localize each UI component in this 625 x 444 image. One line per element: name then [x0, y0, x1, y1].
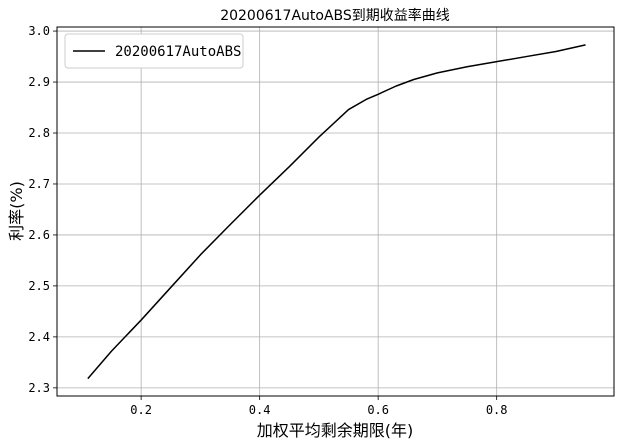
- y-axis-ticks: 2.3 2.4 2.5 2.6 2.7 2.8 2.9 3.0: [28, 24, 57, 395]
- y-tick-label: 2.5: [28, 279, 50, 293]
- y-tick-label: 2.4: [28, 330, 50, 344]
- legend-box: [64, 33, 244, 69]
- y-tick-label: 3.0: [28, 24, 50, 38]
- x-axis-ticks: 0.2 0.4 0.6 0.8: [130, 396, 508, 417]
- legend-label: 20200617AutoABS: [115, 44, 241, 60]
- y-tick-label: 2.8: [28, 126, 50, 140]
- y-axis-label: 利率(%): [7, 181, 26, 241]
- y-tick-label: 2.7: [28, 177, 50, 191]
- grid-lines: [57, 27, 614, 396]
- series-layer: [87, 44, 586, 380]
- x-tick-label: 0.8: [486, 403, 508, 417]
- x-tick-label: 0.6: [367, 403, 389, 417]
- x-axis-label: 加权平均剩余期限(年): [257, 421, 414, 440]
- chart-title: 20200617AutoABS到期收益率曲线: [220, 7, 450, 24]
- y-tick-label: 2.6: [28, 228, 50, 242]
- y-tick-label: 2.9: [28, 75, 50, 89]
- legend: 20200617AutoABS: [64, 33, 244, 69]
- y-tick-label: 2.3: [28, 381, 50, 395]
- series-line: [87, 44, 586, 380]
- x-tick-label: 0.2: [130, 403, 152, 417]
- plot-frame: [56, 26, 615, 397]
- x-tick-label: 0.4: [249, 403, 271, 417]
